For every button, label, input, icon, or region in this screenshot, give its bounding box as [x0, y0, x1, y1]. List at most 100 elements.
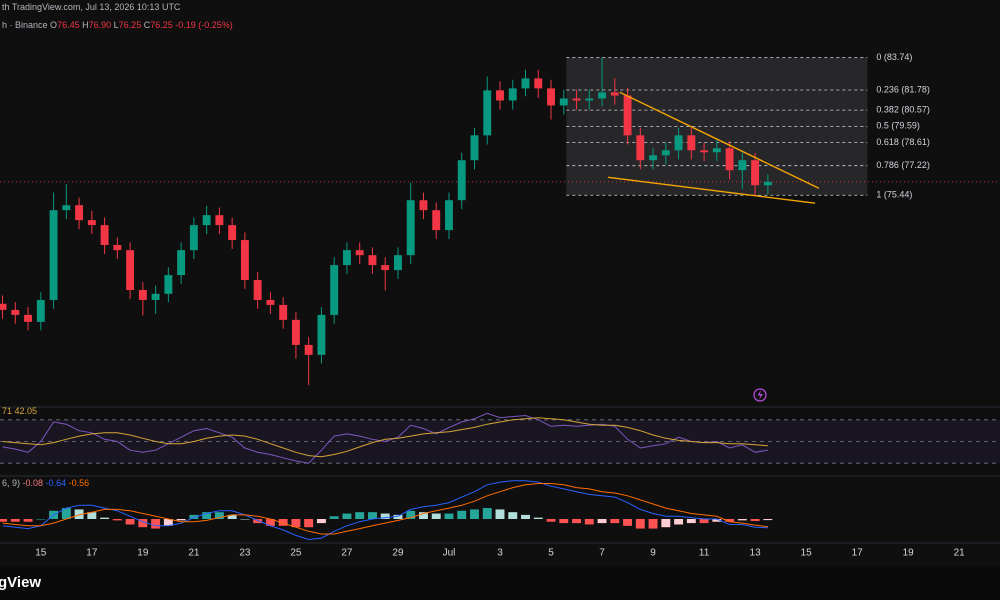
macd-histogram-bar — [725, 519, 735, 522]
candle-body — [62, 205, 71, 211]
candle-body — [521, 78, 530, 89]
macd-histogram-bar — [202, 512, 212, 519]
trendline — [608, 176, 816, 204]
fib-label: 0.382 (80.57) — [876, 104, 930, 114]
x-tick-label: 17 — [86, 548, 98, 559]
ohlc-key: O — [50, 20, 57, 30]
macd-histogram-bar — [74, 509, 84, 519]
macd-histogram-bar — [163, 519, 173, 526]
candle-body — [610, 92, 619, 96]
brand: gView — [0, 574, 41, 591]
x-tick-label: 19 — [137, 548, 149, 559]
candle-body — [432, 210, 441, 231]
candle-body — [763, 181, 772, 186]
candle-body — [215, 215, 224, 226]
x-tick-label: 23 — [239, 548, 251, 559]
macd-histogram-bar — [699, 519, 709, 524]
candle-body — [151, 293, 160, 300]
indicator-line — [2, 480, 768, 541]
macd-histogram-bar — [240, 519, 250, 520]
macd-histogram-bar — [737, 519, 747, 521]
symbol: h · Binance — [2, 20, 48, 30]
x-tick-label: 11 — [699, 548, 710, 559]
macd-histogram-bar — [495, 509, 505, 519]
macd-histogram-bar — [253, 519, 263, 524]
macd-histogram-bar — [138, 519, 148, 528]
symbol-header: h · Binance O76.45 H76.90 L76.25 C76.25 … — [2, 20, 233, 30]
legend-value: -0.08 — [23, 478, 44, 488]
candle-body — [457, 160, 466, 201]
ohlc-key: L — [114, 20, 119, 30]
alert-icon[interactable] — [753, 388, 767, 402]
candle-body — [559, 98, 568, 106]
macd-histogram-bar — [393, 514, 403, 519]
macd-histogram-bar — [214, 512, 224, 519]
macd-histogram-bar — [176, 519, 186, 521]
candle-body — [266, 299, 275, 305]
candle-body — [75, 205, 84, 221]
candle-body — [534, 78, 543, 89]
candle-body — [253, 280, 262, 300]
macd-histogram-bar — [61, 508, 71, 519]
candle-body — [355, 250, 364, 256]
candle-body — [572, 98, 581, 101]
candle-body — [164, 275, 173, 294]
macd-histogram-bar — [419, 512, 428, 519]
fib-label: 0.618 (78.61) — [876, 137, 930, 147]
candle-body — [113, 245, 122, 251]
candle-body — [598, 92, 606, 99]
macd-histogram-bar — [470, 509, 479, 519]
macd-histogram-bar — [406, 510, 416, 519]
candle-body — [304, 344, 313, 355]
ohlc-value: 76.25 — [119, 20, 142, 30]
candle-body — [725, 148, 734, 171]
candle-body — [496, 90, 504, 101]
candle-body — [202, 215, 211, 226]
fib-label: 0.236 (81.78) — [876, 84, 930, 94]
candle-body — [483, 90, 492, 136]
candle-body — [36, 299, 45, 322]
x-tick-label: 3 — [497, 548, 503, 559]
candle-body — [177, 250, 186, 276]
candle-body — [49, 210, 58, 300]
candle-body — [394, 255, 402, 271]
candle-body — [649, 155, 658, 161]
footer-bar — [0, 566, 1000, 600]
header: th TradingView.com, Jul 13, 2026 10:13 U… — [2, 2, 181, 12]
candle-body — [700, 150, 709, 153]
indicator-legend: 6, 9) -0.08 -0.64 -0.56 — [2, 478, 89, 488]
candle-body — [189, 225, 198, 251]
macd-histogram-bar — [10, 519, 20, 522]
x-tick-label: 25 — [290, 548, 302, 559]
macd-histogram-bar — [686, 519, 696, 524]
candle-body — [87, 220, 96, 226]
candle-body — [228, 225, 237, 241]
indicator-line — [2, 483, 768, 535]
ohlc-value: 76.45 — [57, 20, 80, 30]
macd-histogram-bar — [482, 508, 492, 519]
candle-body — [738, 160, 747, 171]
macd-histogram-bar — [112, 519, 122, 521]
legend-value: 6, 9) — [2, 478, 20, 488]
legend-value: -0.64 — [46, 478, 67, 488]
candle-body — [0, 303, 7, 310]
macd-histogram-bar — [623, 519, 633, 526]
macd-histogram-bar — [23, 519, 33, 522]
legend-value: 71 — [2, 406, 12, 416]
x-tick-label: Jul — [443, 548, 456, 559]
x-tick-label: 15 — [801, 548, 813, 559]
candle-body — [24, 314, 33, 322]
macd-histogram-bar — [508, 512, 518, 519]
macd-histogram-bar — [457, 510, 467, 519]
fib-label: 0 (83.74) — [876, 52, 912, 62]
macd-histogram-bar — [125, 519, 135, 525]
candle-body — [687, 135, 696, 151]
candle-body — [100, 225, 109, 246]
macd-histogram-bar — [380, 513, 390, 519]
macd-histogram-bar — [648, 519, 658, 529]
x-tick-label: 19 — [903, 548, 915, 559]
x-tick-label: 29 — [392, 548, 404, 559]
macd-histogram-bar — [521, 514, 530, 519]
candle-body — [138, 289, 147, 300]
